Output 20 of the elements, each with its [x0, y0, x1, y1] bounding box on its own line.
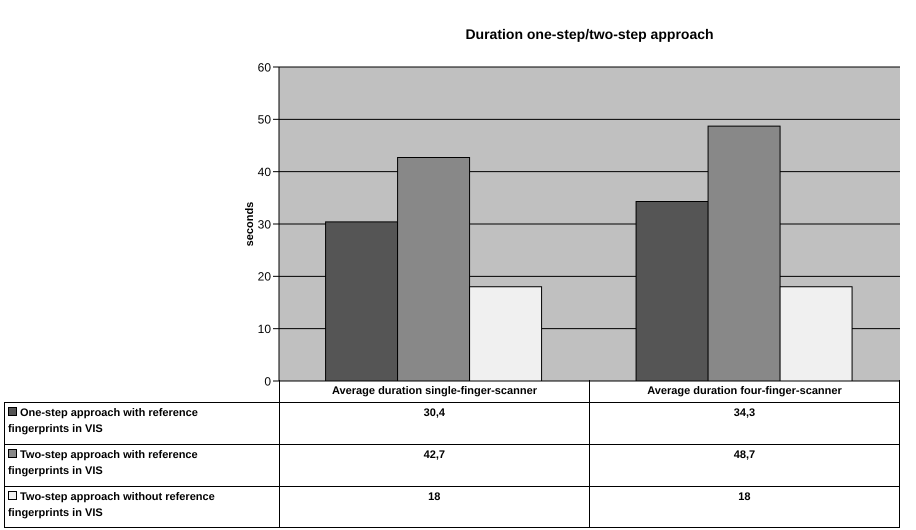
x-tick-label: Average duration single-finger-scanner [331, 384, 538, 399]
legend-label: Two-step approach with reference fingerprints in VIS [7, 448, 199, 479]
y-tick-label: 20 [258, 270, 272, 284]
data-label: 18 [278, 487, 589, 527]
legend-label: One-step approach with reference fingerprints in VIS [7, 406, 199, 437]
y-tick-label: 0 [264, 374, 272, 388]
y-tick-label: 60 [258, 60, 272, 74]
data-label: 30,4 [278, 403, 589, 444]
data-label: 42,7 [278, 445, 589, 486]
y-tick-label: 40 [258, 164, 272, 179]
data-label: 18 [588, 487, 899, 527]
legend-label: Two-step approach without reference fingerprints in VIS [7, 490, 216, 521]
data-label: 48,7 [588, 445, 899, 486]
data-label: 34,3 [588, 403, 899, 444]
x-tick-label: Average duration four-finger-scanner [589, 380, 899, 402]
y-tick-label: 10 [258, 322, 272, 336]
y-tick-label: 30 [258, 217, 272, 232]
chart-title: Duration one-step/two-step approach [464, 26, 715, 42]
y-tick-label: 50 [258, 112, 272, 127]
y-axis-title: seconds [244, 202, 256, 246]
